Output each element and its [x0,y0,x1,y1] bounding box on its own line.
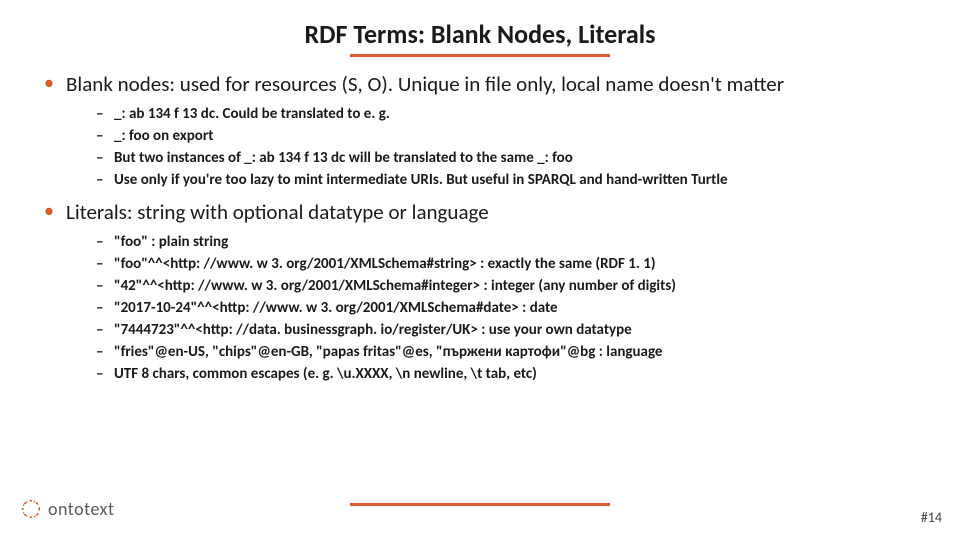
ontotext-logo-icon [20,498,42,520]
bullet-item: Literals: string with optional datatype … [38,199,922,385]
sub-list: _: ab 134 f 13 dc. Could be translated t… [96,103,922,191]
logo: ontotext [20,498,115,520]
bullet-item: Blank nodes: used for resources (S, O). … [38,71,922,191]
sub-list: "foo" : plain string "foo"^^<http: //www… [96,231,922,385]
bottom-divider [350,503,610,506]
sub-item: Use only if you're too lazy to mint inte… [96,169,922,191]
sub-item: "42"^^<http: //www. w 3. org/2001/XMLSch… [96,275,922,297]
sub-item: "2017-10-24"^^<http: //www. w 3. org/200… [96,297,922,319]
sub-item: "fries"@en-US, "chips"@en-GB, "papas fri… [96,341,922,363]
bullet-list: Blank nodes: used for resources (S, O). … [38,71,922,385]
sub-item: "7444723"^^<http: //data. businessgraph.… [96,319,922,341]
logo-text: ontotext [48,498,115,520]
sub-item: _: foo on export [96,125,922,147]
bullet-text: Literals: string with optional datatype … [66,199,922,225]
sub-item: But two instances of _: ab 134 f 13 dc w… [96,147,922,169]
sub-item: "foo" : plain string [96,231,922,253]
page-number: #14 [921,509,942,526]
slide-container: RDF Terms: Blank Nodes, Literals Blank n… [0,0,960,540]
bullet-text: Blank nodes: used for resources (S, O). … [66,71,922,97]
slide-title: RDF Terms: Blank Nodes, Literals [38,18,922,50]
sub-item: UTF 8 chars, common escapes (e. g. \u.XX… [96,363,922,385]
sub-item: "foo"^^<http: //www. w 3. org/2001/XMLSc… [96,253,922,275]
title-divider [350,54,610,57]
sub-item: _: ab 134 f 13 dc. Could be translated t… [96,103,922,125]
